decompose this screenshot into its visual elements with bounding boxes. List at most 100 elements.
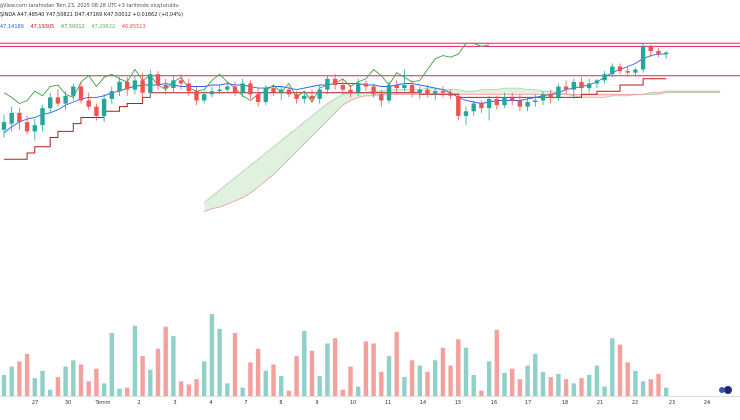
candle-body [448,92,453,96]
x-tick-label: 3 [173,400,176,406]
candle-body [186,83,191,92]
volume-bar [9,366,14,396]
candle-body [17,112,22,123]
volume-bar [302,330,307,396]
volume-bar [294,356,299,396]
volume-bar [17,361,22,396]
candle-body [109,91,114,99]
cloud-segment [304,115,312,144]
cloud-segment [242,165,251,198]
volume-bar [325,343,330,396]
cloud-segment [258,153,266,187]
kijun-sen-line [4,78,667,160]
cloud-span-b-line [204,90,721,213]
candle-body [71,86,76,96]
cloud-segment [335,94,343,113]
logo-icon [724,386,732,394]
candle-body [633,69,638,73]
volume-bar [579,378,584,396]
volume-bar [433,360,438,396]
volume-bar [563,379,569,396]
volume-bar [610,338,615,396]
candle-body [101,98,107,116]
cloud-segment [581,94,590,98]
volume-bar [71,360,76,396]
candle-body [163,85,168,89]
volume-bar [463,347,469,396]
volume-bar [548,377,553,396]
volume-bar [440,347,446,396]
volume-bar [417,365,422,396]
volume-bar [402,377,407,396]
volume-bar [117,388,122,396]
x-tick-label: 2 [137,400,140,406]
candle-body [94,106,99,116]
volume-bar [517,379,523,396]
candle-body [117,81,122,92]
cloud-segment [543,91,551,95]
candle-body [402,85,407,89]
candle-body [479,103,484,109]
ichimoku-value: 47,29622 [91,24,116,30]
candle-body [255,94,261,102]
candle-body [148,74,153,93]
cloud-segment [604,94,613,98]
candle-body [271,88,276,93]
candle-body [463,111,469,116]
candle-body [178,80,184,84]
volume-bar [471,375,476,396]
x-tick-label: 21 [597,400,603,406]
candle-body [571,81,576,90]
candle-body [517,100,523,107]
x-tick-label: Temm [94,400,110,406]
candle-body [494,98,499,106]
candle-body [332,78,338,85]
candle-body [440,91,446,93]
x-tick-label: 16 [491,400,497,406]
volume-bar [394,331,399,396]
candle-body [309,95,315,99]
candle-body [602,74,607,81]
cloud-segment [396,89,405,95]
candle-body [502,97,507,106]
candle-body [125,81,130,90]
cloud-segment [650,92,659,95]
candle-body [456,95,461,116]
volume-bar [332,338,338,396]
candle-body [471,103,476,112]
volume-bar [309,350,315,396]
volume-bar [125,387,130,396]
ichimoku-readout: 47,14189 47,19305 47,50012 47,29622 46,8… [0,24,151,30]
candle-body [610,66,615,75]
candle-body [194,91,199,101]
volume-bar [101,383,107,396]
volume-bar [502,372,507,396]
volume-bar [448,365,453,396]
candle-body [232,86,238,93]
volume-bar [479,390,484,396]
candle-body [279,89,284,93]
x-tick-label: 10 [350,400,356,406]
candle-body [356,83,361,93]
cloud-segment [504,88,513,95]
candle-body [371,86,376,95]
volume-bar [356,386,361,396]
candle-body [540,94,546,101]
candle-body [48,97,53,109]
volume-bar [648,379,653,396]
cloud-segment [589,94,597,98]
x-tick-label: 23 [669,400,675,406]
volume-bar [63,366,68,396]
ichimoku-value: 46,85513 [121,24,146,30]
candle-body [317,89,322,99]
volume-bar [263,370,268,396]
candle-body [155,74,161,85]
volume-bar [533,354,538,396]
candle-body [587,83,592,89]
volume-bar [55,377,61,396]
candle-body [24,122,30,132]
volume-bar [140,356,145,396]
cloud-segment [466,91,474,95]
candle-body [171,80,176,89]
